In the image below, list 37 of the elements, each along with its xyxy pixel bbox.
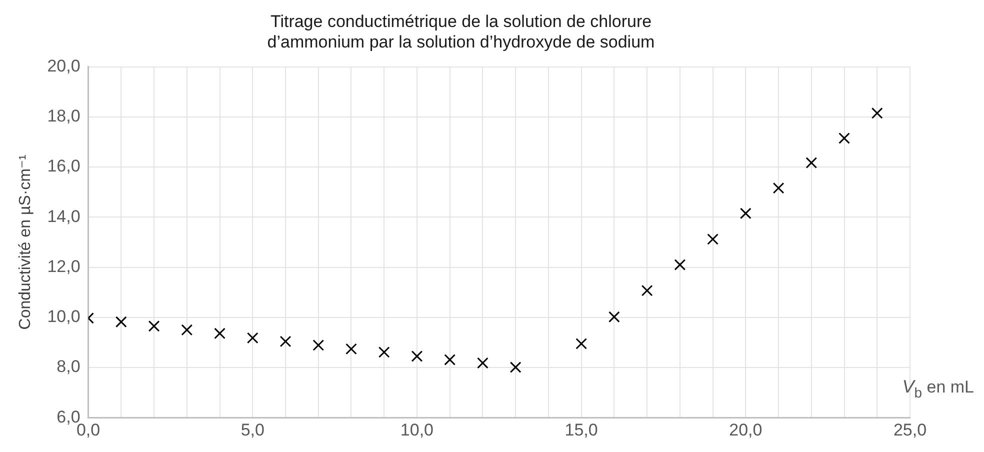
- point: [740, 208, 752, 220]
- point: [871, 107, 883, 119]
- point: [246, 332, 258, 344]
- y-tick-label: 12,0: [47, 256, 80, 276]
- y-tick-label: 18,0: [47, 106, 80, 126]
- x-tick-label: 15,0: [564, 420, 598, 440]
- chart-title: Titrage conductimétrique de la solution de chlorure d’ammonium par la solution d’hydroxyde de sodium: [267, 12, 655, 52]
- point: [312, 339, 324, 351]
- point: [641, 284, 653, 296]
- point: [674, 259, 686, 270]
- x-tick-label: 5,0: [240, 420, 264, 440]
- point: [576, 338, 588, 350]
- point: [510, 362, 522, 373]
- y-tick-label: 16,0: [47, 156, 80, 176]
- point: [411, 350, 423, 362]
- point: [772, 182, 784, 194]
- point: [806, 157, 818, 168]
- point: [378, 346, 390, 358]
- y-tick-label: 14,0: [47, 206, 80, 226]
- point: [214, 328, 226, 340]
- point: [181, 324, 193, 336]
- point: [148, 320, 160, 332]
- y-axis-title: Conductivité en µS·cm⁻¹: [17, 154, 34, 330]
- x-tick-label: 10,0: [400, 420, 434, 440]
- point: [477, 357, 488, 369]
- point: [838, 132, 850, 144]
- point: [608, 311, 620, 323]
- point: [707, 233, 718, 245]
- y-tick-label: 20,0: [47, 56, 80, 76]
- point: [444, 354, 456, 366]
- y-tick-label: 8,0: [56, 357, 80, 376]
- point: [115, 316, 127, 328]
- point: [346, 343, 357, 355]
- x-tick-label: 20,0: [729, 420, 762, 440]
- point: [280, 336, 292, 348]
- y-tick-label: 10,0: [47, 307, 80, 326]
- x-tick-label: 25,0: [893, 420, 927, 440]
